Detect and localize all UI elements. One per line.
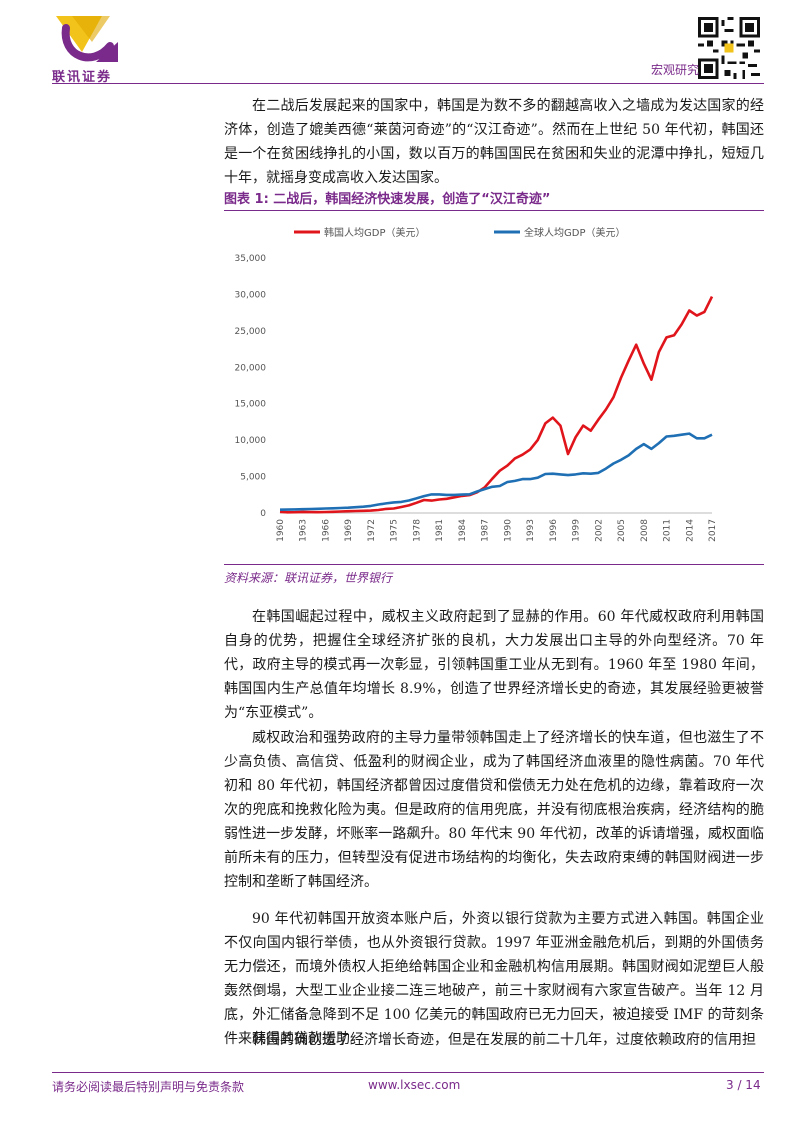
- x-tick-label: 1975: [390, 519, 400, 542]
- x-tick-label: 2011: [663, 519, 673, 542]
- footer-disclaimer[interactable]: 请务必阅读最后特别声明与免责条款: [52, 1080, 245, 1094]
- x-tick-label: 1981: [435, 519, 445, 542]
- figure-top-rule: [224, 210, 764, 211]
- x-tick-label: 1996: [549, 519, 559, 542]
- chart-lines: [279, 296, 714, 514]
- footer-page-number: 3 / 14: [726, 1078, 761, 1092]
- figure-source: 资料来源：联讯证券，世界银行: [224, 571, 393, 585]
- footer-website-link[interactable]: www.lxsec.com: [368, 1078, 461, 1092]
- x-tick-label: 1978: [412, 519, 422, 542]
- paragraph-4: 90 年代初韩国开放资本账户后，外资以银行贷款为主要方式进入韩国。韩国企业不仅向…: [224, 911, 764, 1047]
- y-tick-label: 30,000: [235, 290, 267, 300]
- paragraph-2: 在韩国崛起过程中，威权主义政府起到了显赫的作用。60 年代威权政府利用韩国自身的…: [224, 609, 764, 721]
- header-divider: [52, 83, 764, 84]
- x-tick-label: 2002: [594, 519, 604, 542]
- legend-label-world: 全球人均GDP（美元）: [524, 226, 625, 239]
- series-line-world: [279, 432, 713, 511]
- x-tick-label: 2017: [708, 519, 718, 542]
- header-section-label: 宏观研究: [651, 63, 700, 77]
- y-tick-label: 10,000: [235, 436, 267, 446]
- x-tick-label: 2005: [617, 519, 627, 542]
- x-tick-label: 1960: [276, 519, 286, 542]
- x-tick-label: 1993: [526, 519, 536, 542]
- logo-text: 联讯证券: [52, 70, 113, 85]
- legend-label-korea: 韩国人均GDP（美元）: [324, 226, 425, 239]
- x-tick-label: 1966: [321, 519, 331, 542]
- paragraph-1: 在二战后发展起来的国家中，韩国是为数不多的翻越高收入之墙成为发达国家的经济体，创…: [224, 98, 764, 186]
- series-line-korea: [279, 296, 714, 514]
- y-tick-label: 20,000: [235, 363, 267, 373]
- x-tick-label: 1999: [572, 519, 582, 542]
- qr-code-icon: [698, 17, 760, 79]
- y-tick-label: 15,000: [235, 400, 267, 410]
- paragraph-3: 威权政治和强势政府的主导力量带领韩国走上了经济增长的快车道，但也滋生了不少高负债…: [224, 730, 764, 890]
- source-rule: [224, 564, 764, 565]
- x-tick-label: 1972: [367, 519, 377, 542]
- footer-divider: [52, 1072, 764, 1073]
- y-tick-label: 5,000: [240, 473, 266, 483]
- x-tick-label: 2014: [685, 519, 695, 542]
- y-tick-label: 35,000: [235, 254, 267, 264]
- y-tick-label: 0: [260, 509, 266, 519]
- x-tick-label: 1987: [481, 519, 491, 542]
- x-tick-label: 1969: [344, 519, 354, 542]
- x-tick-label: 1990: [503, 519, 513, 542]
- x-tick-label: 1984: [458, 519, 468, 542]
- gdp-line-chart: 韩国人均GDP（美元） 全球人均GDP（美元） 0 5,000 10,000 15,0…: [235, 226, 719, 542]
- figure-title: 图表 1: 二战后，韩国经济快速发展，创造了“汉江奇迹”: [224, 192, 551, 207]
- paragraph-5: 韩国的确创造了经济增长奇迹，但是在发展的前二十几年，过度依赖政府的信用担: [252, 1032, 756, 1048]
- company-logo: [56, 16, 118, 62]
- x-tick-label: 1963: [299, 519, 309, 542]
- chart-axes: 0 5,000 10,000 15,000 20,000 25,000 30,000 35,0…: [235, 254, 719, 542]
- y-tick-label: 25,000: [235, 327, 267, 337]
- x-tick-label: 2008: [640, 519, 650, 542]
